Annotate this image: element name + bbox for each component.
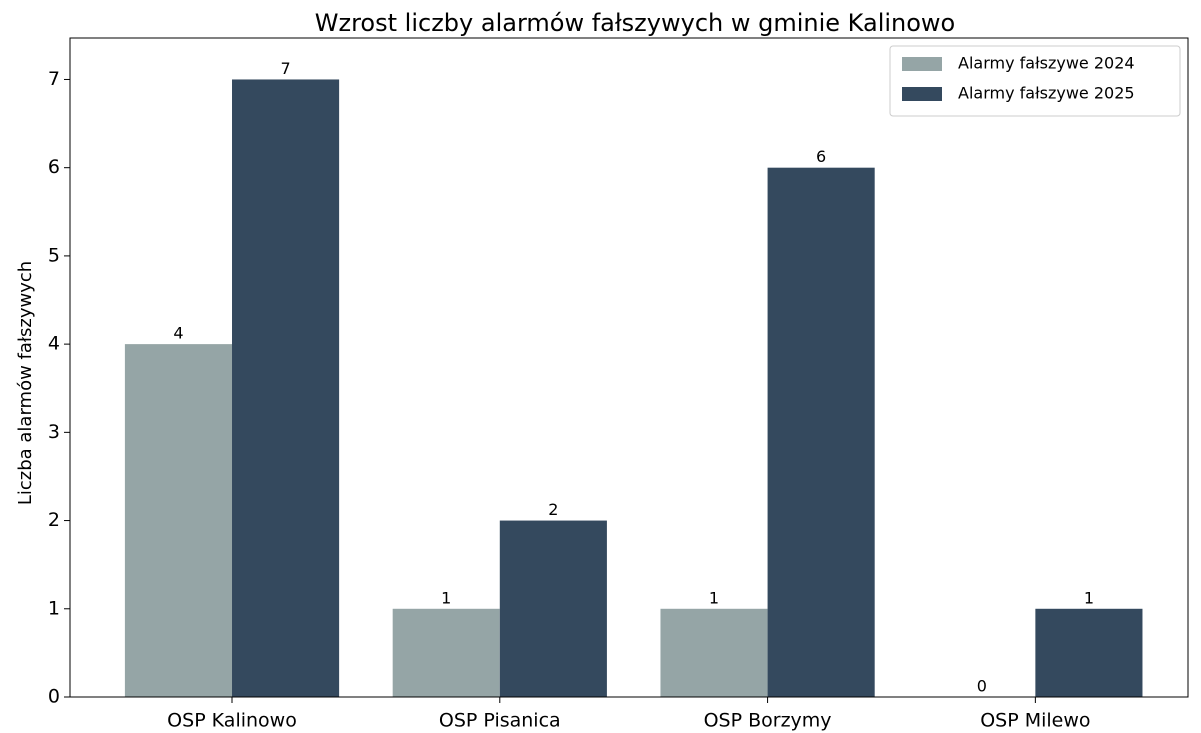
plot-frame bbox=[69, 37, 1189, 698]
value-label: 1 bbox=[441, 588, 451, 607]
y-tick-label: 3 bbox=[48, 421, 60, 443]
y-axis-label: Liczba alarmów fałszywych bbox=[15, 261, 36, 505]
x-tick-label: OSP Kalinowo bbox=[167, 710, 297, 732]
legend-label: Alarmy fałszywe 2025 bbox=[958, 84, 1135, 103]
y-tick-label: 7 bbox=[48, 68, 60, 90]
value-label: 4 bbox=[173, 324, 183, 343]
x-tick-label: OSP Pisanica bbox=[439, 710, 561, 732]
bar bbox=[392, 608, 500, 697]
y-tick-label: 1 bbox=[48, 597, 60, 619]
y-tick-label: 2 bbox=[48, 509, 60, 531]
x-tick-label: OSP Borzymy bbox=[704, 710, 832, 732]
y-tick-label: 0 bbox=[48, 686, 60, 708]
bar bbox=[1035, 608, 1143, 697]
value-label: 1 bbox=[1084, 588, 1094, 607]
value-label: 2 bbox=[548, 500, 558, 519]
y-tick-label: 6 bbox=[48, 156, 60, 178]
y-tick-label: 4 bbox=[48, 333, 60, 355]
legend-swatch bbox=[902, 57, 942, 71]
bar bbox=[232, 79, 340, 697]
chart-title: Wzrost liczby alarmów fałszywych w gmini… bbox=[315, 9, 955, 37]
value-label: 7 bbox=[280, 59, 290, 78]
bar bbox=[124, 344, 233, 697]
x-tick-label: OSP Milewo bbox=[980, 710, 1090, 732]
legend-box bbox=[889, 45, 1181, 117]
bar bbox=[660, 608, 768, 697]
value-label: 6 bbox=[816, 147, 826, 166]
value-label: 1 bbox=[709, 588, 719, 607]
legend-label: Alarmy fałszywe 2024 bbox=[958, 54, 1135, 73]
bar bbox=[499, 520, 607, 697]
bar bbox=[767, 167, 875, 697]
value-label: 0 bbox=[977, 677, 987, 696]
legend-swatch bbox=[902, 87, 942, 101]
y-tick-label: 5 bbox=[48, 244, 60, 266]
